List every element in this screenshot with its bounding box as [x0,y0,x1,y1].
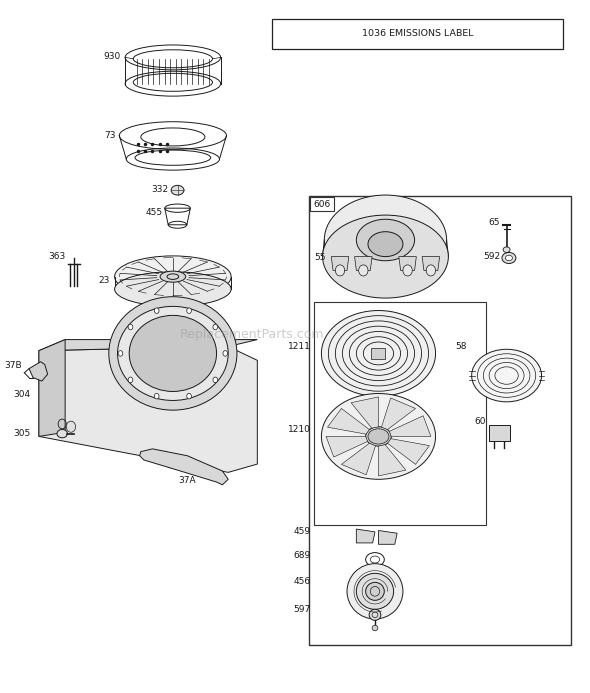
Ellipse shape [506,255,513,261]
Circle shape [66,421,76,432]
Polygon shape [382,398,415,430]
Circle shape [155,308,159,313]
Circle shape [426,265,435,276]
Bar [489,425,510,441]
Polygon shape [332,256,349,270]
Circle shape [187,308,191,313]
Text: 55: 55 [314,254,326,263]
Text: 1210: 1210 [288,425,311,434]
Ellipse shape [129,315,217,392]
Bar [372,348,385,359]
Polygon shape [378,445,406,476]
Polygon shape [351,397,378,428]
Ellipse shape [114,272,231,306]
Polygon shape [29,362,48,381]
Circle shape [223,351,228,356]
Text: 606: 606 [313,200,330,209]
Circle shape [128,324,133,330]
Text: 1036 EMISSIONS LABEL: 1036 EMISSIONS LABEL [362,29,473,38]
Polygon shape [422,256,440,270]
Text: 37B: 37B [4,361,21,370]
Text: 37A: 37A [179,476,196,485]
Polygon shape [327,408,369,434]
Polygon shape [355,256,372,270]
Text: 23: 23 [99,277,110,286]
Polygon shape [378,530,397,544]
Ellipse shape [323,215,448,298]
Text: 456: 456 [294,577,311,586]
Text: 58: 58 [455,342,467,351]
Ellipse shape [366,427,391,446]
Ellipse shape [369,609,381,620]
Ellipse shape [503,247,510,252]
Ellipse shape [160,271,186,282]
Text: 305: 305 [13,429,30,438]
Text: 304: 304 [13,390,30,399]
Ellipse shape [366,582,384,600]
Ellipse shape [502,252,516,263]
Text: 363: 363 [48,252,65,261]
Ellipse shape [117,306,228,401]
Bar [272,19,563,49]
Ellipse shape [356,573,394,609]
Text: 597: 597 [294,605,311,614]
Polygon shape [326,437,368,457]
Ellipse shape [322,310,435,396]
Circle shape [403,265,412,276]
Circle shape [155,394,159,399]
Polygon shape [39,340,257,351]
Bar [309,195,571,645]
Polygon shape [39,340,65,437]
Ellipse shape [114,256,231,297]
Circle shape [118,351,123,356]
Polygon shape [389,416,431,437]
Polygon shape [399,256,417,270]
Text: 60: 60 [475,417,486,426]
Ellipse shape [368,231,403,256]
Ellipse shape [322,394,435,480]
Circle shape [213,377,218,383]
Text: ReplacementParts.com: ReplacementParts.com [179,328,324,340]
Polygon shape [342,444,375,475]
Circle shape [335,265,345,276]
Circle shape [213,324,218,330]
Ellipse shape [368,429,389,444]
Polygon shape [356,529,375,543]
Ellipse shape [471,349,542,402]
Text: 65: 65 [488,218,500,227]
Polygon shape [388,439,430,464]
Circle shape [359,265,368,276]
Circle shape [187,394,191,399]
Text: 689: 689 [294,551,311,560]
Text: 332: 332 [152,185,169,194]
Text: 73: 73 [104,131,116,140]
Ellipse shape [57,430,67,438]
Circle shape [128,377,133,383]
Bar [314,302,486,525]
Ellipse shape [372,625,378,631]
Text: 459: 459 [294,527,311,536]
Text: 592: 592 [483,252,500,261]
Text: 1211: 1211 [288,342,311,351]
Text: 930: 930 [103,51,120,60]
Ellipse shape [171,185,184,195]
Bar [310,197,334,211]
Polygon shape [39,346,257,473]
Polygon shape [140,449,228,485]
Ellipse shape [347,563,403,619]
Ellipse shape [324,195,447,285]
Ellipse shape [356,219,415,261]
Text: 455: 455 [145,208,162,217]
Ellipse shape [109,297,237,410]
